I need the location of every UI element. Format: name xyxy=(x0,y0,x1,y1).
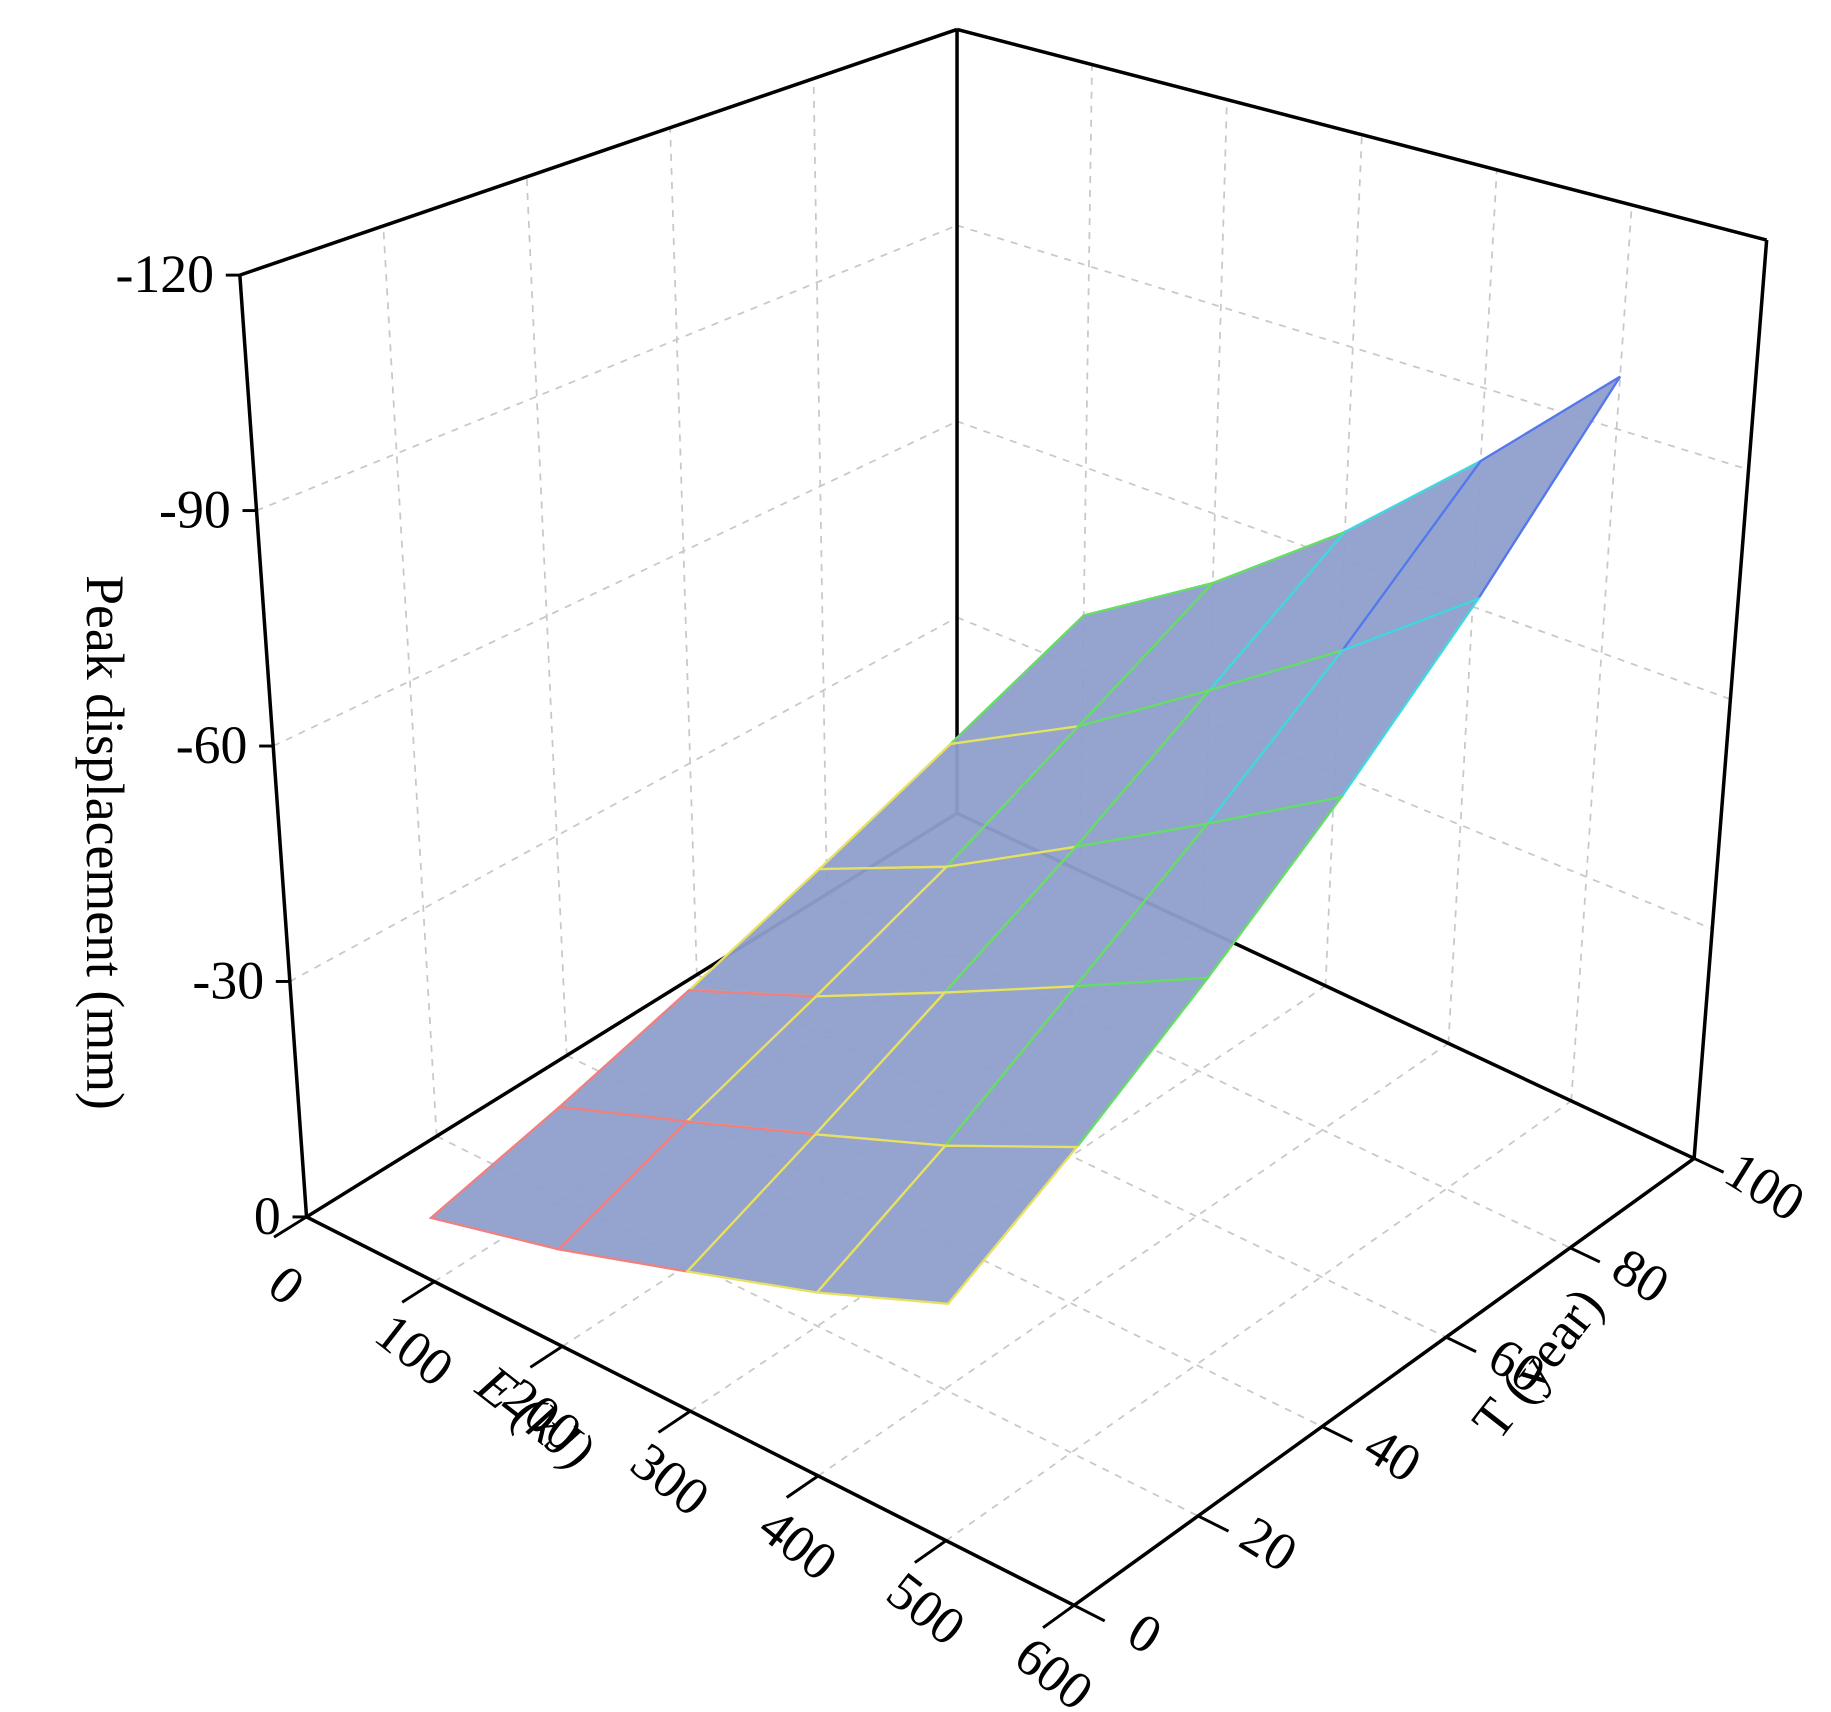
grid-line xyxy=(696,973,1447,1338)
surface-cell xyxy=(814,1144,1080,1306)
grid-line xyxy=(817,1042,1449,1477)
y-tick xyxy=(1693,1157,1725,1174)
z-tick-label: -30 xyxy=(192,951,264,1011)
z-axis-title: Peak displacement (mm) xyxy=(75,575,135,1110)
z-tick-label: 0 xyxy=(254,1186,281,1246)
axis-line xyxy=(1073,1157,1696,1607)
x-tick-label: 0 xyxy=(258,1253,316,1317)
grid-line xyxy=(525,176,568,1056)
y-tick-label: 40 xyxy=(1354,1415,1431,1494)
y-tick-label: 20 xyxy=(1230,1504,1307,1583)
y-tick xyxy=(1197,1514,1230,1533)
x-tick xyxy=(401,1280,436,1304)
y-tick xyxy=(1445,1335,1477,1354)
grid-line xyxy=(289,616,958,983)
grid-line xyxy=(382,225,438,1137)
y-tick-label: 100 xyxy=(1715,1140,1815,1234)
grid-line xyxy=(1201,99,1228,929)
x-tick xyxy=(1042,1604,1075,1629)
x-tick xyxy=(914,1539,947,1564)
z-tick-label: -60 xyxy=(176,715,248,775)
y-tick xyxy=(1569,1246,1601,1264)
grid-line xyxy=(1570,204,1633,1101)
y-tick-label: 0 xyxy=(1118,1601,1173,1666)
x-tick xyxy=(529,1345,564,1369)
y-tick xyxy=(1321,1425,1353,1443)
x-tick-label: 100 xyxy=(364,1301,465,1398)
x-tick xyxy=(273,1215,308,1239)
x-tick xyxy=(657,1409,692,1434)
z-tick-label: -90 xyxy=(159,480,231,540)
x-tick-label: 400 xyxy=(748,1495,849,1592)
y-tick xyxy=(1073,1604,1106,1623)
grid-line xyxy=(256,224,958,512)
grid-line xyxy=(956,224,1749,471)
x-tick-label: 600 xyxy=(1004,1625,1105,1712)
x-tick-label: 500 xyxy=(876,1560,977,1657)
axis-line xyxy=(956,27,1768,242)
z-tick-label: -120 xyxy=(115,244,214,304)
surface-layer xyxy=(428,375,1622,1306)
axis-line xyxy=(1692,239,1769,1159)
x-tick-label: 300 xyxy=(620,1431,721,1528)
grid-line xyxy=(826,893,1571,1249)
y-tick-label: 80 xyxy=(1602,1236,1679,1315)
grid-line xyxy=(945,1100,1572,1542)
axis-line xyxy=(239,27,958,277)
grid-line xyxy=(272,420,958,747)
y-axis-title: T (year) xyxy=(1460,1276,1614,1450)
x-tick xyxy=(785,1474,820,1499)
